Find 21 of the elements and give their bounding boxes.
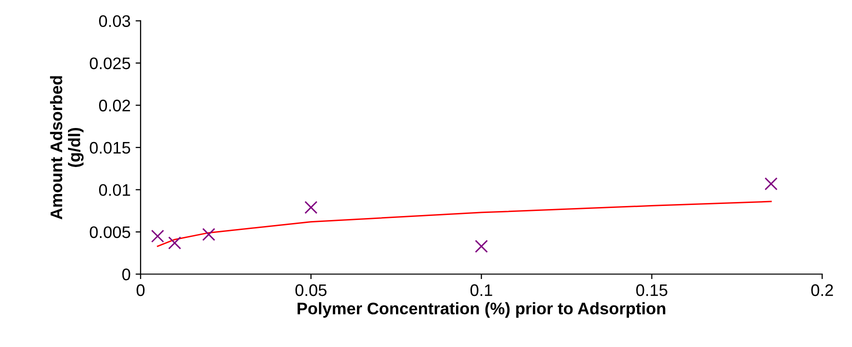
y-tick-label: 0.01 <box>99 184 130 196</box>
y-tick-label: 0.02 <box>99 100 130 112</box>
y-tick-label: 0 <box>122 268 130 280</box>
x-tick-label: 0.2 <box>811 284 833 296</box>
point <box>168 236 182 250</box>
point <box>151 230 164 243</box>
point <box>202 228 216 241</box>
x-tick-label: 0.15 <box>636 284 668 296</box>
point <box>764 177 778 190</box>
y-tick-label: 0.03 <box>99 15 130 28</box>
y-tick-label: 0.005 <box>90 226 130 238</box>
x-tick-label: 0 <box>136 284 145 296</box>
x-tick-label: 0.1 <box>470 284 492 296</box>
x-tick-label: 0.05 <box>295 284 326 296</box>
y-tick-label: 0.025 <box>90 57 130 70</box>
point <box>474 240 488 253</box>
x-axis-title: Polymer Concentration (%) prior to Adsorption <box>298 302 666 318</box>
line-series <box>156 200 772 247</box>
y-tick-label: 0.015 <box>90 142 130 154</box>
y-axis-title: Amount Adsorbed (g/dl) <box>50 76 84 220</box>
point <box>304 200 318 214</box>
